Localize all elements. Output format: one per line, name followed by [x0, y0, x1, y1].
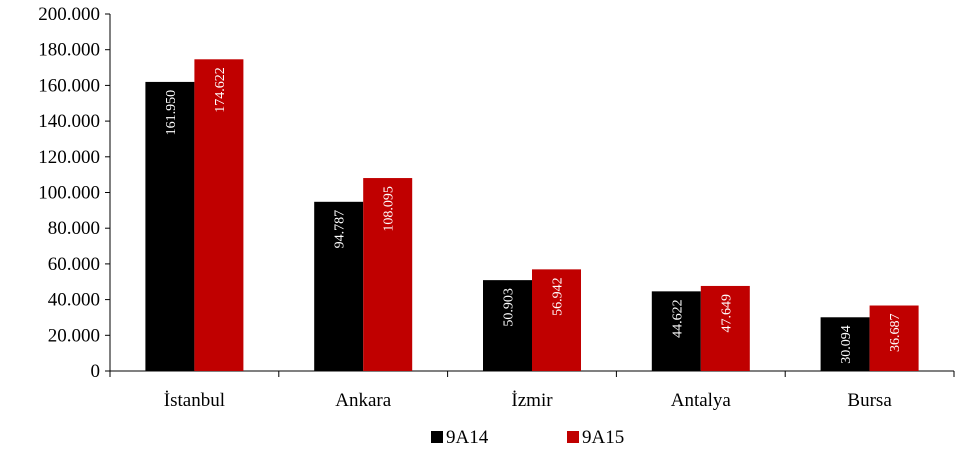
bar	[483, 280, 532, 371]
x-tick-label: Bursa	[847, 390, 892, 411]
data-label: 47.649	[719, 294, 734, 333]
data-label: 44.622	[670, 299, 685, 338]
y-tick-label: 20.000	[48, 325, 100, 346]
x-axis: İstanbul Ankara İzmir Antalya Bursa	[109, 370, 955, 411]
data-label: 36.687	[888, 314, 903, 353]
legend: 9A14 9A15	[431, 427, 624, 448]
data-label: 56.942	[551, 277, 566, 316]
y-axis: 0 20.000 40.000 60.000 80.000 100.000 120.000 1…	[38, 4, 111, 382]
data-label: 50.903	[502, 288, 517, 327]
bar	[145, 81, 195, 371]
bar	[532, 269, 581, 371]
y-tick-label: 140.000	[38, 111, 100, 132]
x-tick-label: İstanbul	[164, 390, 225, 411]
y-tick-label: 200.000	[38, 4, 100, 25]
data-label: 108.095	[382, 186, 397, 232]
data-label: 174.622	[213, 67, 228, 113]
bar	[869, 305, 919, 371]
bar	[700, 285, 750, 371]
bar	[363, 178, 413, 371]
legend-swatch	[567, 431, 579, 443]
y-tick-label: 100.000	[38, 183, 100, 204]
bar	[820, 317, 870, 371]
y-tick-label: 160.000	[38, 75, 100, 96]
bar	[651, 291, 701, 371]
data-label: 30.094	[839, 325, 854, 364]
y-tick-label: 40.000	[48, 290, 100, 311]
y-tick-label: 180.000	[38, 40, 100, 61]
legend-label: 9A14	[446, 427, 489, 448]
y-tick-label: 120.000	[38, 147, 100, 168]
y-tick-label: 80.000	[48, 218, 100, 239]
y-tick-label: 60.000	[48, 254, 100, 275]
x-tick-label: Ankara	[335, 390, 391, 411]
legend-swatch	[431, 431, 443, 443]
y-tick-label: 0	[91, 361, 101, 382]
x-tick-label: İzmir	[511, 390, 553, 411]
data-label: 161.950	[164, 90, 179, 136]
legend-label: 9A15	[582, 427, 624, 448]
bar	[314, 201, 364, 371]
bar	[194, 59, 244, 371]
bars: 161.950 174.622 94.787 108.095 50.903 56.942 4…	[145, 59, 919, 371]
data-label: 94.787	[333, 210, 348, 249]
x-tick-label: Antalya	[671, 390, 732, 411]
